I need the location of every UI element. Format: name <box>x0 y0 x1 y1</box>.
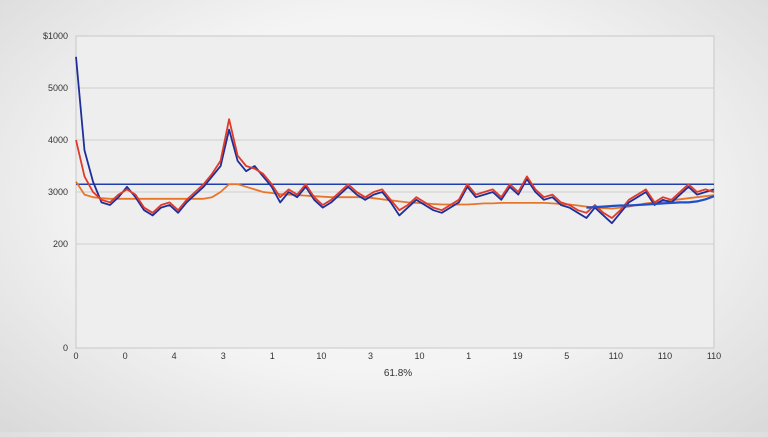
x-tick-label: 10 <box>316 351 326 361</box>
x-tick-label: 19 <box>513 351 523 361</box>
y-tick-label: 200 <box>53 239 68 249</box>
series-line-trend-tail <box>586 195 715 209</box>
x-tick-label: 110 <box>658 351 672 361</box>
x-tick-label: 110 <box>707 351 721 361</box>
x-tick-label: 1 <box>466 351 471 361</box>
x-axis-ticks: 0 0 4 3 1 10 3 10 1 19 5 110 110 110 <box>73 351 721 361</box>
x-tick-label: 4 <box>172 351 177 361</box>
x-tick-label: 1 <box>270 351 275 361</box>
y-tick-label: 0 <box>63 343 68 353</box>
series-line-price <box>75 56 715 225</box>
x-tick-label: 0 <box>123 351 128 361</box>
y-tick-label: 5000 <box>48 83 68 93</box>
y-tick-label: $1000 <box>43 31 68 41</box>
x-tick-label: 5 <box>564 351 569 361</box>
gridlines <box>76 87 714 245</box>
x-tick-label: 110 <box>609 351 623 361</box>
y-tick-label: 4000 <box>48 135 68 145</box>
x-tick-label: 0 <box>73 351 78 361</box>
x-tick-label: 3 <box>368 351 373 361</box>
series-layer <box>75 56 715 225</box>
y-tick-label: 3000 <box>48 187 68 197</box>
x-tick-label: 10 <box>415 351 425 361</box>
x-axis-label: 61.8% <box>384 368 412 379</box>
series-line-moving-average <box>75 181 715 210</box>
x-tick-label: 3 <box>221 351 226 361</box>
series-line-price <box>75 118 715 219</box>
